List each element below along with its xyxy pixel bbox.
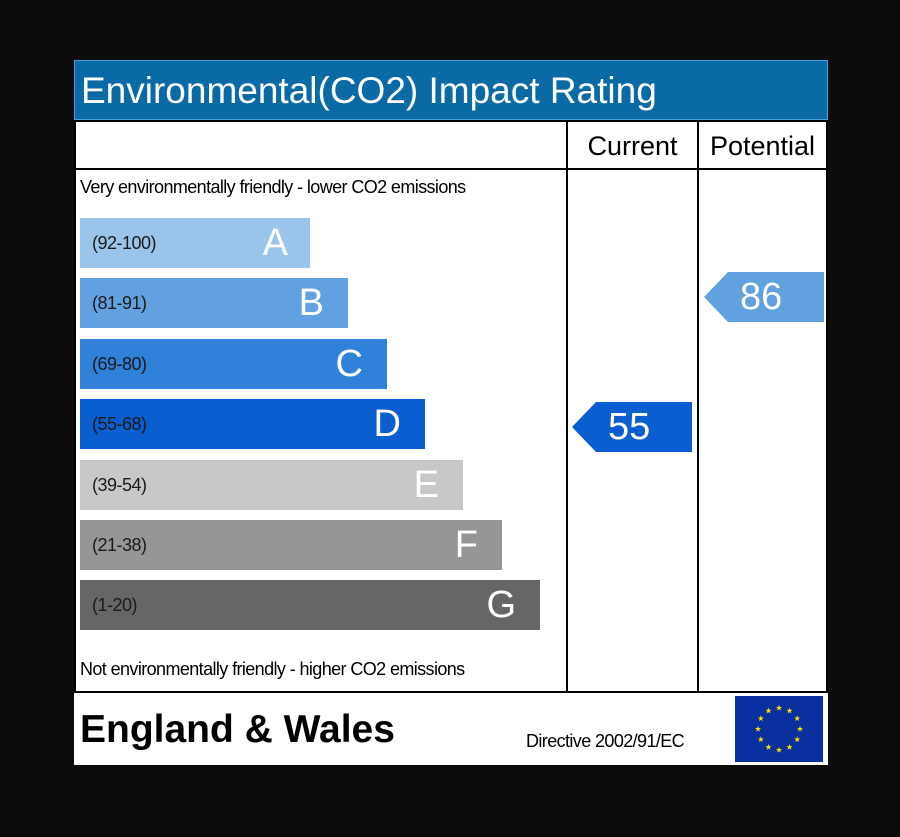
current-rating-arrow-shape <box>572 402 692 452</box>
grid-line-header-bottom <box>74 168 828 170</box>
eu-star-icon <box>765 707 772 714</box>
column-header-potential: Potential <box>709 131 816 161</box>
band-b: (81-91) B <box>80 278 348 328</box>
band-letter-label: B <box>298 282 324 324</box>
eu-star-icon <box>757 736 764 743</box>
band-range-label: (69-80) <box>92 354 147 374</box>
band-a: (92-100) A <box>80 218 310 268</box>
eu-flag-icon <box>735 696 823 762</box>
caption-top: Very environmentally friendly - lower CO… <box>80 177 466 197</box>
potential-rating-value: 86 <box>740 276 783 318</box>
grid-line-potential-left <box>697 120 699 693</box>
band-range-label: (39-54) <box>92 475 147 495</box>
caption-bottom: Not environmentally friendly - higher CO… <box>80 659 465 679</box>
eu-star-icon <box>786 707 793 714</box>
eu-star-icon <box>796 725 804 732</box>
eu-star-icon <box>786 743 793 750</box>
eu-star-icon <box>757 715 764 722</box>
band-range-label: (81-91) <box>92 293 147 313</box>
grid-line-current-left <box>566 120 568 693</box>
eu-star-icon <box>775 746 783 753</box>
band-range-label: (55-68) <box>92 414 147 434</box>
eu-star-icon <box>754 725 762 732</box>
band-letter-label: F <box>454 524 478 566</box>
band-range-label: (1-20) <box>92 595 138 615</box>
eu-star-icon <box>775 704 783 711</box>
title-bar: Environmental(CO2) Impact Rating <box>74 60 828 120</box>
directive-label: Directive 2002/91/EC <box>526 731 685 751</box>
band-g: (1-20) G <box>80 580 540 630</box>
eu-stars-icon <box>754 704 804 753</box>
band-c: (69-80) C <box>80 339 387 389</box>
column-header-current: Current <box>587 131 678 161</box>
chart-title: Environmental(CO2) Impact Rating <box>81 70 657 111</box>
grid-line-right <box>826 120 828 693</box>
band-letter-label: E <box>413 464 439 506</box>
grid-line-left <box>74 120 76 693</box>
potential-rating-arrow: 86 <box>704 272 824 322</box>
current-rating-arrow: 55 <box>572 402 692 452</box>
band-range-label: (21-38) <box>92 535 147 555</box>
band-e: (39-54) E <box>80 460 463 510</box>
band-letter-label: D <box>373 403 401 445</box>
eu-star-icon <box>794 715 801 722</box>
grid-line-header-top <box>74 120 828 122</box>
eu-star-icon <box>794 736 801 743</box>
co2-impact-rating-card: Environmental(CO2) Impact Rating Current… <box>74 60 828 765</box>
grid-line-footer-top <box>74 691 828 693</box>
potential-rating-arrow-shape <box>704 272 824 322</box>
band-letter-label: A <box>262 222 288 264</box>
band-f: (21-38) F <box>80 520 502 570</box>
eu-star-icon <box>765 743 772 750</box>
band-letter-label: C <box>335 343 363 385</box>
current-rating-value: 55 <box>608 406 651 448</box>
band-range-label: (92-100) <box>92 233 157 253</box>
band-d: (55-68) D <box>80 399 425 449</box>
band-letter-label: G <box>486 584 516 626</box>
region-label: England & Wales <box>80 708 395 751</box>
